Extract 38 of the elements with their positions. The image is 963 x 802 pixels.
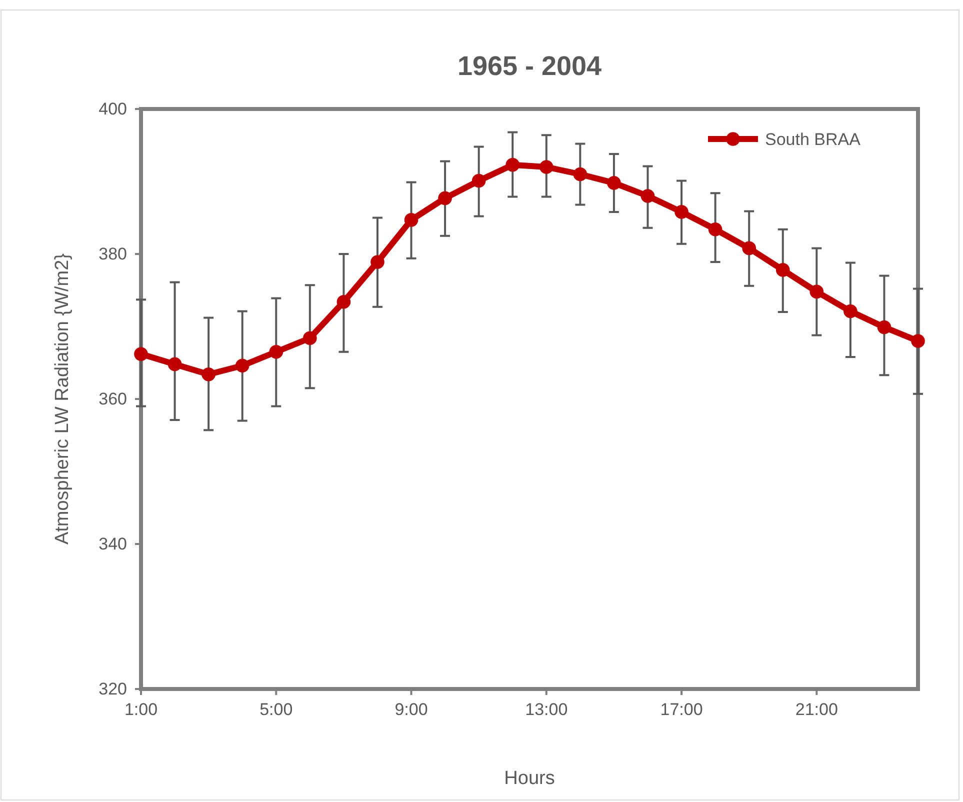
point: [370, 255, 384, 269]
point: [607, 176, 621, 190]
x-tick-label: 17:00: [660, 700, 703, 720]
point: [235, 358, 250, 373]
point: [472, 174, 486, 188]
y-tick-label: 340: [98, 534, 127, 554]
point: [303, 331, 317, 345]
y-tick-label: 380: [98, 244, 127, 264]
legend-label: South BRAA: [765, 130, 862, 149]
point: [674, 205, 688, 219]
point: [877, 320, 892, 334]
x-tick-label: 21:00: [795, 700, 838, 720]
x-tick-label: 13:00: [525, 700, 568, 720]
point: [810, 284, 824, 299]
point: [168, 357, 182, 372]
point: [742, 241, 756, 256]
x-tick-label: 5:00: [260, 700, 293, 720]
y-axis-title: Atmospheric LW Radiation {W/m2}: [52, 253, 73, 545]
chart-title: 1965 - 2004: [457, 51, 602, 81]
point: [506, 158, 520, 172]
point: [640, 189, 655, 203]
point: [776, 263, 790, 277]
point: [573, 167, 588, 182]
point: [202, 367, 216, 382]
x-axis-title: Hours: [504, 768, 555, 789]
point: [336, 294, 351, 309]
x-tick-label: 1:00: [124, 700, 158, 720]
point: [911, 334, 925, 348]
point: [404, 213, 418, 227]
y-tick-label: 320: [98, 679, 127, 698]
point: [844, 304, 858, 318]
point: [708, 222, 722, 236]
point: [539, 160, 554, 174]
y-tick-label: 360: [98, 389, 127, 408]
y-tick-label: 400: [98, 99, 127, 118]
point: [269, 344, 284, 359]
point: [438, 191, 452, 206]
x-tick-label: 9:00: [394, 700, 428, 720]
